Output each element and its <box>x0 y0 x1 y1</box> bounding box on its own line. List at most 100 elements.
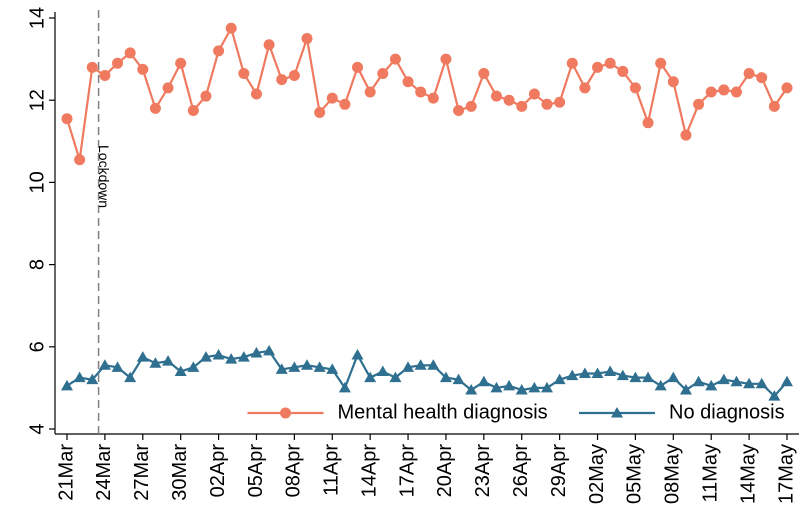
data-point <box>616 369 629 381</box>
data-point <box>376 365 389 376</box>
data-point <box>604 57 616 69</box>
data-point <box>680 129 692 141</box>
y-tick-label: 14 <box>26 7 48 29</box>
data-point <box>301 33 313 45</box>
x-tick-label: 08Apr <box>283 444 305 498</box>
data-point <box>465 383 478 395</box>
data-point <box>149 357 162 368</box>
data-point <box>326 363 339 374</box>
data-point <box>199 351 212 362</box>
data-point <box>693 98 705 110</box>
data-point <box>629 82 641 94</box>
data-point <box>427 92 439 104</box>
data-point <box>86 61 98 73</box>
y-tick-label: 6 <box>26 341 48 352</box>
data-point <box>98 359 111 370</box>
data-point <box>490 381 503 393</box>
x-tick-label: 11Apr <box>321 444 343 496</box>
y-tick-label: 4 <box>26 423 48 434</box>
data-point <box>352 61 364 73</box>
data-point <box>717 373 730 385</box>
data-point <box>61 113 73 125</box>
data-point <box>414 359 427 370</box>
legend-label: No diagnosis <box>669 401 785 423</box>
data-point <box>237 351 250 362</box>
data-point <box>225 22 237 34</box>
data-point <box>503 94 515 106</box>
data-point <box>718 84 730 96</box>
data-point <box>679 383 692 395</box>
x-tick-label: 14Apr <box>358 444 380 498</box>
data-point <box>427 359 440 370</box>
data-point <box>213 45 225 57</box>
data-point <box>301 359 313 370</box>
data-point <box>440 53 452 65</box>
data-point <box>768 100 780 112</box>
data-point <box>591 367 604 379</box>
data-point <box>200 90 212 102</box>
series-line <box>66 349 788 398</box>
data-point <box>389 53 401 65</box>
data-point <box>288 70 300 82</box>
data-point <box>730 86 742 98</box>
data-point <box>592 61 604 73</box>
x-tick-label: 21Mar <box>55 444 77 501</box>
data-point <box>541 98 553 110</box>
data-point <box>453 104 465 116</box>
data-point <box>86 373 99 385</box>
data-point <box>566 369 579 381</box>
data-point <box>351 349 364 360</box>
data-point <box>554 96 566 108</box>
data-point <box>275 363 288 374</box>
data-point <box>124 47 136 59</box>
data-point <box>477 375 490 387</box>
data-point <box>250 346 263 358</box>
data-point <box>439 371 452 383</box>
data-point <box>326 92 338 104</box>
data-point <box>756 72 768 84</box>
data-point <box>743 67 755 79</box>
data-point <box>730 375 743 387</box>
data-point <box>705 86 717 98</box>
x-tick-label: 17May <box>775 444 797 504</box>
data-point <box>490 90 502 102</box>
data-point <box>743 377 756 389</box>
data-point <box>667 76 679 88</box>
data-point <box>313 361 326 372</box>
x-tick-label: 02Apr <box>207 444 229 498</box>
data-point <box>136 351 149 362</box>
data-point <box>162 82 174 94</box>
lockdown-label: Lockdown <box>96 145 112 208</box>
data-point <box>478 67 490 79</box>
data-point <box>402 76 414 88</box>
data-point <box>465 100 477 112</box>
data-point <box>99 70 111 82</box>
data-point <box>263 344 276 356</box>
data-point <box>781 375 793 387</box>
x-tick-label: 14May <box>737 444 759 504</box>
data-point <box>528 381 541 393</box>
data-point <box>667 371 680 383</box>
data-point <box>73 371 86 383</box>
x-tick-label: 02May <box>586 444 608 504</box>
data-point <box>238 67 250 79</box>
data-point <box>642 371 655 383</box>
x-tick-label: 29Apr <box>548 444 570 498</box>
data-point <box>364 86 376 98</box>
data-point <box>112 57 124 69</box>
y-tick-label: 10 <box>26 171 48 193</box>
data-point <box>162 355 175 366</box>
data-point <box>111 361 124 372</box>
legend-marker <box>611 407 623 418</box>
data-point <box>553 373 566 385</box>
x-tick-label: 30Mar <box>169 444 191 501</box>
data-point <box>629 371 642 383</box>
data-point <box>566 57 578 69</box>
data-point <box>541 381 553 393</box>
data-point <box>263 39 275 51</box>
data-point <box>314 107 326 119</box>
x-tick-label: 08May <box>662 444 684 504</box>
data-point <box>377 67 389 79</box>
data-point <box>528 88 540 100</box>
x-tick-label: 17Apr <box>396 444 418 498</box>
